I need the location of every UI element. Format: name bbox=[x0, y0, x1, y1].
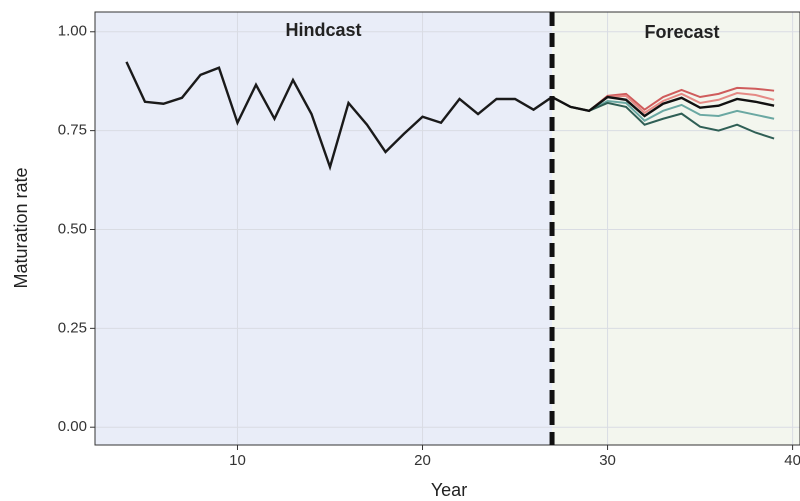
y-tick-label: 0.00 bbox=[58, 418, 87, 435]
x-tick-label: 30 bbox=[599, 452, 616, 469]
x-tick-label: 40 bbox=[784, 452, 800, 469]
series-line bbox=[125, 61, 553, 171]
annotation: Hindcast bbox=[286, 20, 362, 40]
y-tick-label: 0.25 bbox=[58, 319, 87, 336]
series-line bbox=[551, 95, 775, 118]
hindcast-region bbox=[95, 12, 553, 445]
x-tick-label: 20 bbox=[414, 452, 431, 469]
y-tick-label: 0.75 bbox=[58, 122, 87, 139]
y-tick-label: 0.50 bbox=[58, 220, 87, 237]
y-tick-label: 1.00 bbox=[58, 23, 87, 40]
x-axis-title: Year bbox=[431, 480, 467, 500]
forecast-region bbox=[552, 12, 800, 445]
x-tick-label: 10 bbox=[229, 452, 246, 469]
y-axis-title: Maturation rate bbox=[11, 167, 31, 288]
plot-border bbox=[94, 11, 800, 446]
annotation: Forecast bbox=[645, 22, 720, 42]
